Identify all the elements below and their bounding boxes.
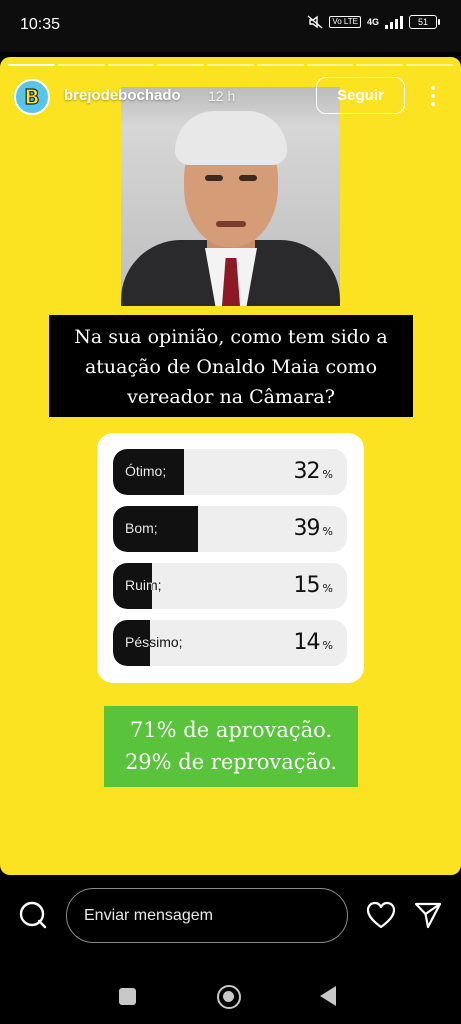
progress-segment: [57, 64, 105, 66]
heart-icon[interactable]: [366, 901, 396, 929]
poll-option-percent: 14%: [293, 630, 333, 655]
question-line: Na sua opinião, como tem sido a: [74, 326, 388, 348]
poll-option-percent: 15%: [293, 573, 333, 598]
progress-segment: [256, 64, 304, 66]
question-line: atuação de Onaldo Maia como: [84, 356, 378, 378]
poll-option-bar: [113, 620, 150, 666]
avatar-letter: B: [24, 84, 40, 109]
poll-option-percent: 32%: [293, 459, 333, 484]
poll-option[interactable]: Ótimo; 32%: [113, 449, 347, 495]
progress-segment: [306, 64, 354, 66]
status-time: 10:35: [20, 16, 61, 33]
follow-button[interactable]: Seguir: [316, 77, 405, 114]
progress-segment: [157, 64, 205, 66]
recents-icon[interactable]: [119, 988, 136, 1005]
result-line: 29% de reprovação.: [124, 750, 338, 774]
send-icon[interactable]: [413, 900, 443, 930]
more-options-icon[interactable]: [424, 83, 442, 109]
poll-card: Ótimo; 32% Bom; 39% Ruim; 15% Péssimo; 14%: [97, 433, 364, 683]
poll-option-bar: [113, 506, 198, 552]
poll-option-bar: [113, 563, 152, 609]
poll-option[interactable]: Péssimo; 14%: [113, 620, 347, 666]
account-avatar[interactable]: B: [14, 79, 50, 115]
poll-result-text: 71% de aprovação. 29% de reprovação.: [104, 706, 358, 787]
system-nav-bar: [0, 960, 461, 1024]
battery-icon: 51: [409, 15, 440, 29]
volte-icon: Vo LTE: [329, 16, 361, 28]
progress-segment: [107, 64, 155, 66]
poll-option-label: Ótimo;: [125, 463, 167, 479]
poll-option-bar: [113, 449, 184, 495]
signal-icon: [385, 15, 403, 29]
message-input[interactable]: [66, 888, 348, 943]
status-icons: Vo LTE 4G 51: [307, 15, 440, 29]
story-card[interactable]: B brejodebochado 12 h Seguir Na sua opin…: [0, 57, 461, 875]
network-type: 4G: [366, 17, 379, 27]
story-progress: [8, 64, 454, 66]
camera-icon[interactable]: [17, 899, 49, 931]
poll-option[interactable]: Ruim; 15%: [113, 563, 347, 609]
poll-option-percent: 39%: [293, 516, 333, 541]
politician-photo: [121, 87, 340, 306]
progress-segment: [207, 64, 254, 66]
back-icon[interactable]: [320, 986, 336, 1006]
question-line: vereador na Câmara?: [127, 386, 335, 408]
account-username[interactable]: brejodebochado: [64, 87, 181, 104]
status-bar: 10:35 Vo LTE 4G 51: [0, 0, 461, 52]
poll-option-label: Ruim;: [125, 577, 162, 593]
result-line: 71% de aprovação.: [129, 718, 333, 742]
poll-question: Na sua opinião, como tem sido a atuação …: [49, 315, 413, 417]
poll-option-label: Bom;: [125, 520, 158, 536]
mute-icon: [307, 15, 323, 29]
poll-option-label: Péssimo;: [125, 634, 183, 650]
story-time-ago: 12 h: [208, 88, 236, 104]
progress-segment: [356, 64, 404, 66]
progress-segment: [406, 64, 454, 66]
progress-segment: [8, 64, 55, 66]
home-icon[interactable]: [217, 985, 241, 1009]
poll-option[interactable]: Bom; 39%: [113, 506, 347, 552]
reply-bar: [0, 875, 461, 960]
